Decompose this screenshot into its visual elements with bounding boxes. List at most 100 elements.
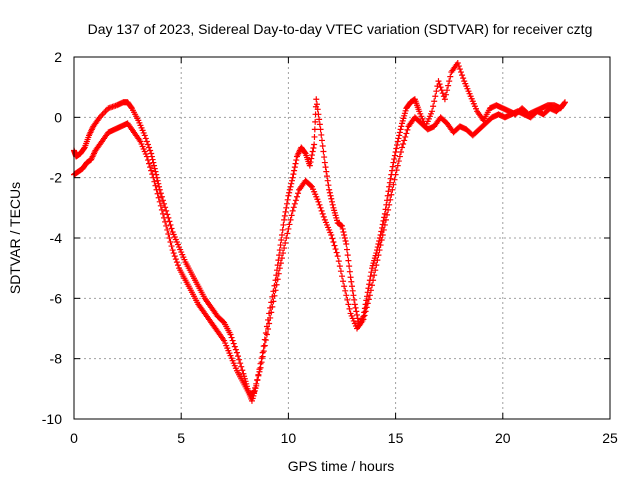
data-point: [327, 192, 334, 199]
data-point: [313, 101, 320, 108]
data-point: [459, 72, 466, 79]
data-point: [345, 257, 352, 264]
data-point: [161, 214, 168, 221]
data-point: [291, 164, 298, 171]
data-point: [278, 237, 285, 244]
data-point: [81, 145, 88, 152]
data-point: [340, 278, 347, 285]
data-point: [280, 250, 287, 257]
data-point: [387, 196, 394, 203]
data-point: [346, 268, 353, 275]
data-point: [445, 82, 452, 89]
data-point: [285, 192, 292, 199]
x-tick-label: 10: [281, 430, 297, 446]
data-point: [396, 153, 403, 160]
data-point: [293, 157, 300, 164]
data-point: [281, 212, 288, 219]
axes: 0 5 10 15 20 25 -10 -8 -6 -4 -2 0 2: [42, 49, 618, 446]
data-point: [278, 255, 285, 262]
data-point: [378, 237, 385, 244]
data-point: [447, 73, 454, 80]
data-point: [366, 292, 373, 299]
data-point: [349, 283, 356, 290]
data-point: [233, 349, 240, 356]
data-point: [142, 135, 149, 142]
data-point: [151, 165, 158, 172]
data-point: [323, 173, 330, 180]
data-point: [308, 155, 315, 162]
data-point: [396, 129, 403, 136]
data-point: [158, 193, 165, 200]
data-point: [283, 235, 290, 241]
data-point: [381, 221, 388, 228]
data-point: [239, 367, 246, 374]
data-point: [319, 210, 326, 217]
data-point: [343, 292, 350, 299]
data-point: [346, 263, 353, 270]
data-point: [336, 263, 343, 270]
data-point: [319, 142, 326, 149]
data-point: [387, 175, 394, 182]
data-point: [386, 183, 393, 190]
data-point: [364, 300, 371, 307]
data-point: [252, 384, 259, 391]
data-point: [290, 171, 297, 178]
data-point: [329, 235, 336, 242]
data-point: [144, 157, 151, 164]
data-point: [394, 138, 401, 145]
data-point: [396, 132, 403, 139]
data-point: [388, 191, 395, 198]
data-point: [384, 192, 391, 199]
data-point: [377, 242, 384, 249]
data-point: [282, 240, 289, 247]
data-point: [166, 235, 173, 241]
data-point: [368, 269, 375, 276]
data-point: [286, 189, 293, 196]
x-tick-label: 5: [177, 430, 185, 446]
data-point: [262, 337, 269, 344]
data-point: [341, 235, 348, 241]
data-point: [285, 225, 292, 232]
data-point: [322, 164, 329, 171]
data-point: [236, 356, 243, 363]
data-point: [292, 197, 299, 204]
data-point: [270, 298, 277, 305]
data-point: [256, 368, 263, 375]
data-point: [367, 273, 374, 280]
data-point: [370, 277, 377, 284]
data-point: [280, 221, 287, 228]
data-point: [168, 225, 175, 232]
data-point: [269, 303, 276, 310]
data-point: [275, 270, 282, 277]
data-point: [291, 200, 298, 207]
data-point: [365, 296, 372, 303]
x-tick-label: 20: [495, 430, 511, 446]
data-point: [257, 364, 264, 371]
data-point: [271, 292, 278, 299]
y-tick-label: -10: [42, 411, 62, 427]
data-point: [341, 283, 348, 290]
data-point: [344, 246, 351, 253]
chart-title: Day 137 of 2023, Sidereal Day-to-day VTE…: [88, 21, 593, 37]
data-point: [255, 372, 262, 379]
data-point: [439, 90, 446, 97]
data-point: [401, 137, 408, 144]
data-point: [228, 334, 235, 341]
data-point: [251, 388, 258, 395]
data-point: [158, 206, 165, 213]
data-point: [162, 204, 169, 211]
data-point: [395, 158, 402, 165]
data-point: [155, 194, 162, 201]
data-point: [220, 318, 227, 325]
data-point: [436, 81, 443, 88]
data-point: [342, 238, 349, 245]
y-axis-label: SDTVAR / TECUs: [7, 182, 23, 294]
data-point: [335, 258, 342, 265]
data-point: [430, 103, 437, 110]
data-point: [317, 204, 324, 211]
data-point: [343, 241, 350, 248]
data-point: [311, 126, 318, 133]
data-point: [172, 256, 179, 263]
data-point: [376, 247, 383, 254]
data-point: [260, 348, 267, 355]
